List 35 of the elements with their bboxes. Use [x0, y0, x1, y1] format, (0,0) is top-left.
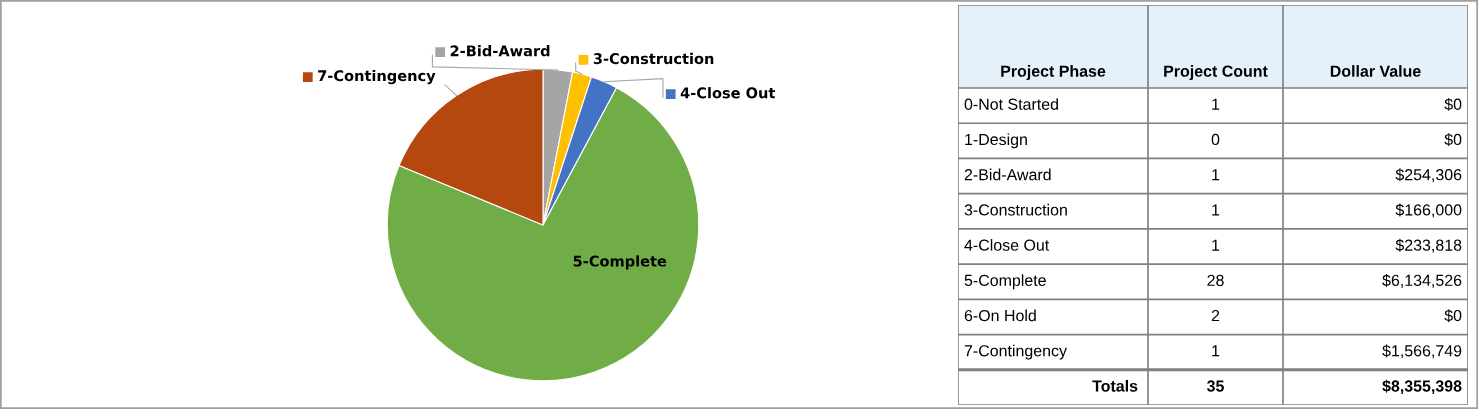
category-label: 5-Complete [964, 274, 1046, 290]
data-label: $0 [1444, 133, 1462, 147]
data-label: 1 [1212, 345, 1220, 357]
data-label: 28 [1207, 274, 1224, 287]
category-label: 4-Close Out [964, 239, 1050, 251]
data-label: 0 [1211, 133, 1220, 146]
data-label: $0 [1444, 309, 1462, 323]
category-label: 7-Contingency [964, 344, 1067, 360]
text: Project Count [1164, 65, 1268, 80]
legend-label: 7-Contingency [318, 69, 436, 85]
category-label: Totals [1092, 379, 1138, 392]
data-label: 1 [1212, 98, 1220, 110]
text: Dollar Value [1330, 65, 1421, 77]
category-label: 0-Not Started [964, 98, 1058, 110]
legend-label: 2-Bid-Award [450, 45, 550, 57]
data-label: $254,306 [1395, 168, 1462, 183]
data-label: 2 [1211, 309, 1220, 322]
data-label: $166,000 [1395, 203, 1462, 218]
data-label: 1 [1212, 204, 1220, 216]
data-label: $0 [1444, 97, 1462, 111]
data-label: 35 [1206, 380, 1224, 392]
category-label: 6-On Hold [964, 309, 1036, 322]
data-label: $1,566,749 [1382, 344, 1462, 359]
category-label: 2-Bid-Award [964, 168, 1051, 181]
category-label: 1-Design [965, 133, 1027, 149]
legend-label: 4-Close Out [680, 87, 776, 99]
data-label: $233,818 [1395, 238, 1462, 253]
slice-label: 5-Complete [573, 255, 667, 270]
text: Project Phase [1001, 65, 1106, 80]
data-label: $8,355,398 [1382, 379, 1462, 394]
data-label: 1 [1212, 239, 1220, 251]
data-label: 1 [1212, 169, 1220, 181]
category-label: 3-Construction [964, 203, 1067, 216]
legend-label: 3-Construction [593, 52, 714, 65]
data-label: $6,134,526 [1382, 274, 1462, 288]
